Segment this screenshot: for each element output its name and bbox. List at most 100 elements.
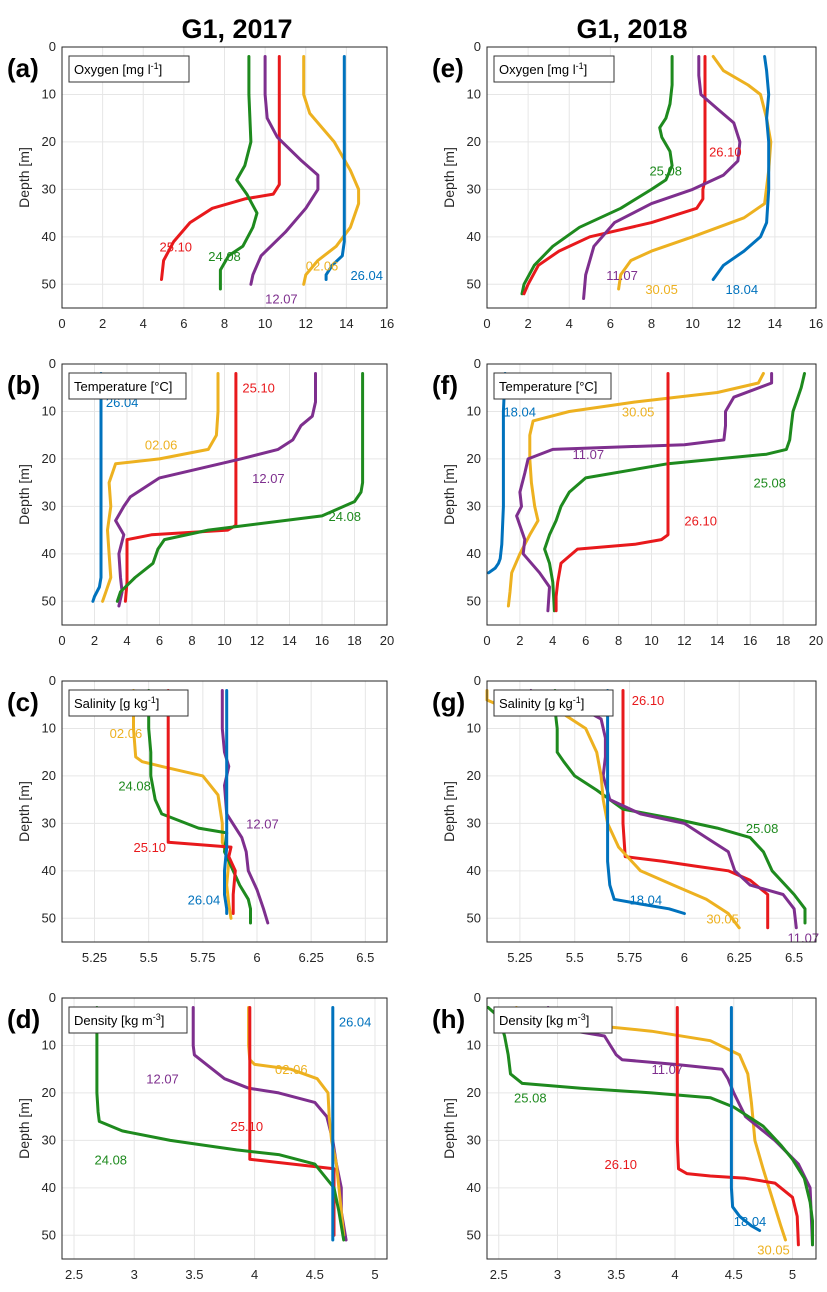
series-label-25.08: 25.08 bbox=[649, 163, 682, 178]
legend-box: Oxygen [mg l-1] bbox=[493, 55, 615, 83]
series-label-18.04: 18.04 bbox=[726, 282, 759, 297]
column-title-right: G1, 2018 bbox=[576, 14, 687, 44]
series-label-26.10: 26.10 bbox=[684, 514, 717, 529]
y-tick-label: 50 bbox=[467, 1227, 481, 1242]
series-line-11.07 bbox=[582, 55, 742, 300]
series-label-26.10: 26.10 bbox=[605, 1157, 638, 1172]
x-tick-label: 3.5 bbox=[607, 1267, 625, 1282]
y-tick-label: 20 bbox=[42, 451, 56, 466]
series-label-12.07: 12.07 bbox=[252, 471, 285, 486]
y-tick-label: 20 bbox=[467, 451, 481, 466]
x-tick-label: 6.5 bbox=[785, 950, 803, 965]
x-tick-label: 16 bbox=[809, 316, 823, 331]
y-tick-label: 50 bbox=[42, 276, 56, 291]
series-label-26.10: 26.10 bbox=[709, 144, 742, 159]
y-tick-label: 40 bbox=[42, 229, 56, 244]
legend-box: Temperature [°C] bbox=[493, 372, 612, 400]
y-axis-label: Depth [m] bbox=[16, 781, 32, 842]
panel-f: 0 2 4 6 8 10 12 14 16 18 20 0 10 20 30 40 50 Depth [m] 18.… bbox=[432, 356, 823, 648]
y-tick-label: 30 bbox=[42, 1132, 56, 1147]
x-tick-label: 0 bbox=[483, 633, 490, 648]
y-tick-label: 0 bbox=[49, 39, 56, 54]
panel-e: 0 2 4 6 8 10 12 14 16 0 10 20 30 40 50 Depth [m] 25.08 26… bbox=[432, 39, 823, 331]
series-line-26.10 bbox=[554, 372, 670, 613]
y-tick-label: 0 bbox=[474, 990, 481, 1005]
series-label-25.10: 25.10 bbox=[231, 1119, 264, 1134]
y-axis-label: Depth [m] bbox=[16, 1098, 32, 1159]
y-axis-label: Depth [m] bbox=[16, 147, 32, 208]
x-tick-label: 12 bbox=[727, 316, 741, 331]
y-tick-label: 30 bbox=[467, 181, 481, 196]
x-tick-label: 0 bbox=[58, 633, 65, 648]
axes-frame bbox=[486, 46, 817, 309]
axes-frame bbox=[486, 363, 817, 626]
y-tick-label: 50 bbox=[467, 276, 481, 291]
x-tick-label: 12 bbox=[677, 633, 691, 648]
legend-label: Temperature [°C] bbox=[499, 379, 597, 394]
series-label-02.06: 02.06 bbox=[306, 258, 339, 273]
panel-letter: (b) bbox=[7, 370, 40, 400]
x-tick-label: 16 bbox=[380, 316, 394, 331]
y-tick-label: 30 bbox=[467, 498, 481, 513]
series-line-02.06 bbox=[302, 55, 361, 286]
x-tick-label: 14 bbox=[339, 316, 353, 331]
series-line-25.08 bbox=[543, 372, 806, 613]
x-tick-label: 6 bbox=[253, 950, 260, 965]
series-label-18.04: 18.04 bbox=[734, 1214, 767, 1229]
series-label-26.04: 26.04 bbox=[350, 268, 383, 283]
x-tick-label: 8 bbox=[615, 633, 622, 648]
y-tick-label: 0 bbox=[49, 990, 56, 1005]
series-label-30.05: 30.05 bbox=[645, 282, 678, 297]
legend-label: Oxygen [mg l-1] bbox=[499, 61, 587, 77]
series-label-25.10: 25.10 bbox=[160, 239, 193, 254]
x-tick-label: 8 bbox=[648, 316, 655, 331]
legend-label: Oxygen [mg l-1] bbox=[74, 61, 162, 77]
series-line-25.10 bbox=[160, 55, 281, 281]
x-tick-label: 4 bbox=[671, 1267, 678, 1282]
series-line-24.08 bbox=[218, 55, 259, 291]
y-tick-label: 10 bbox=[42, 86, 56, 101]
y-tick-label: 10 bbox=[42, 720, 56, 735]
x-tick-label: 5.25 bbox=[82, 950, 107, 965]
series-label-18.04: 18.04 bbox=[630, 892, 663, 907]
x-tick-label: 5.75 bbox=[617, 950, 642, 965]
series-label-18.04: 18.04 bbox=[503, 404, 536, 419]
panel-letter: (h) bbox=[432, 1004, 465, 1034]
x-tick-label: 2 bbox=[516, 633, 523, 648]
x-tick-label: 10 bbox=[644, 633, 658, 648]
series-label-30.05: 30.05 bbox=[706, 911, 739, 926]
legend-box: Oxygen [mg l-1] bbox=[68, 55, 190, 83]
series-label-25.08: 25.08 bbox=[753, 476, 786, 491]
series-label-25.08: 25.08 bbox=[746, 821, 779, 836]
y-tick-label: 30 bbox=[467, 1132, 481, 1147]
y-tick-label: 50 bbox=[42, 593, 56, 608]
y-tick-label: 10 bbox=[467, 720, 481, 735]
x-tick-label: 5 bbox=[371, 1267, 378, 1282]
series-line-12.07 bbox=[114, 372, 317, 608]
x-tick-label: 6 bbox=[681, 950, 688, 965]
y-tick-label: 40 bbox=[467, 1180, 481, 1195]
x-tick-label: 16 bbox=[315, 633, 329, 648]
y-tick-label: 30 bbox=[42, 498, 56, 513]
series-line-26.04 bbox=[91, 372, 103, 603]
x-tick-label: 2 bbox=[91, 633, 98, 648]
x-tick-label: 2 bbox=[99, 316, 106, 331]
legend-label: Salinity [g kg-1] bbox=[499, 695, 584, 711]
panel-c: 5.25 5.5 5.75 6 6.25 6.5 0 10 20 30 40 50 Depth [m] 0… bbox=[7, 673, 388, 965]
x-tick-label: 4.5 bbox=[306, 1267, 324, 1282]
series-label-12.07: 12.07 bbox=[265, 292, 298, 307]
series-line-18.04 bbox=[606, 689, 686, 915]
x-tick-label: 14 bbox=[768, 316, 782, 331]
panel-letter: (e) bbox=[432, 53, 464, 83]
y-axis-label: Depth [m] bbox=[441, 147, 457, 208]
axes-frame bbox=[61, 46, 388, 309]
series-label-24.08: 24.08 bbox=[95, 1152, 128, 1167]
x-tick-label: 3 bbox=[554, 1267, 561, 1282]
series-label-11.07: 11.07 bbox=[787, 930, 819, 945]
series-line-18.04 bbox=[487, 372, 507, 575]
series-label-30.05: 30.05 bbox=[757, 1243, 790, 1258]
x-tick-label: 5.25 bbox=[507, 950, 532, 965]
